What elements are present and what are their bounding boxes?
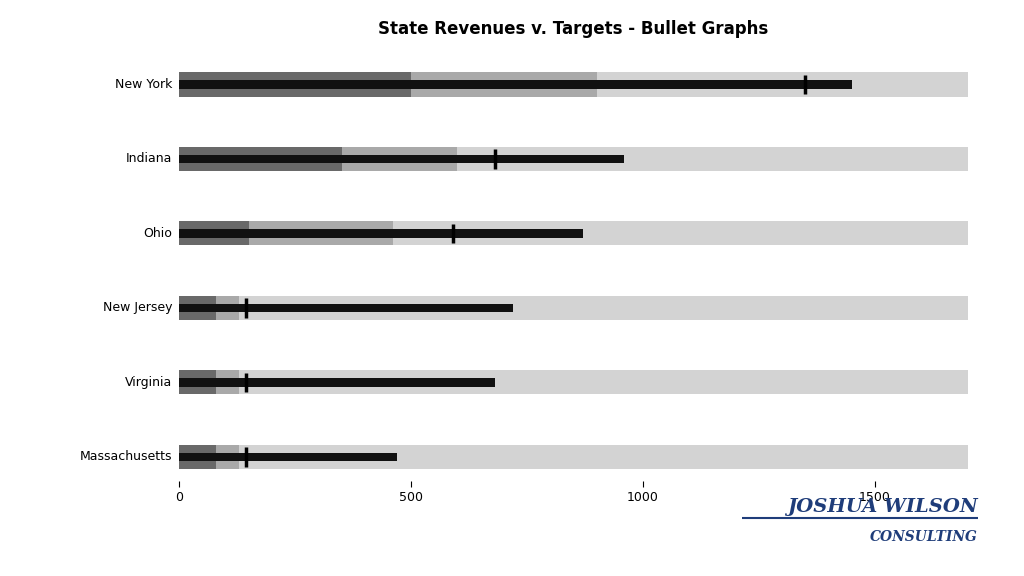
Bar: [179, 304, 513, 312]
Bar: [179, 296, 240, 320]
Bar: [179, 453, 397, 461]
Text: State Revenues v. Targets - Bullet Graphs: State Revenues v. Targets - Bullet Graph…: [378, 20, 769, 38]
Bar: [179, 80, 852, 89]
Text: JOSHUA WILSON: JOSHUA WILSON: [787, 498, 978, 516]
Bar: [179, 370, 968, 395]
Bar: [179, 73, 597, 97]
Bar: [179, 378, 495, 386]
Bar: [179, 147, 342, 171]
Bar: [179, 221, 249, 245]
Bar: [179, 155, 625, 163]
Bar: [179, 221, 392, 245]
Bar: [179, 445, 216, 469]
Bar: [179, 370, 216, 395]
Bar: [179, 221, 968, 245]
Bar: [179, 229, 583, 238]
Bar: [179, 147, 458, 171]
Text: CONSULTING: CONSULTING: [870, 530, 978, 544]
Bar: [179, 73, 968, 97]
Bar: [179, 147, 968, 171]
Bar: [179, 296, 216, 320]
Bar: [179, 73, 411, 97]
Bar: [179, 370, 240, 395]
Bar: [179, 445, 240, 469]
Bar: [179, 445, 968, 469]
Bar: [179, 296, 968, 320]
